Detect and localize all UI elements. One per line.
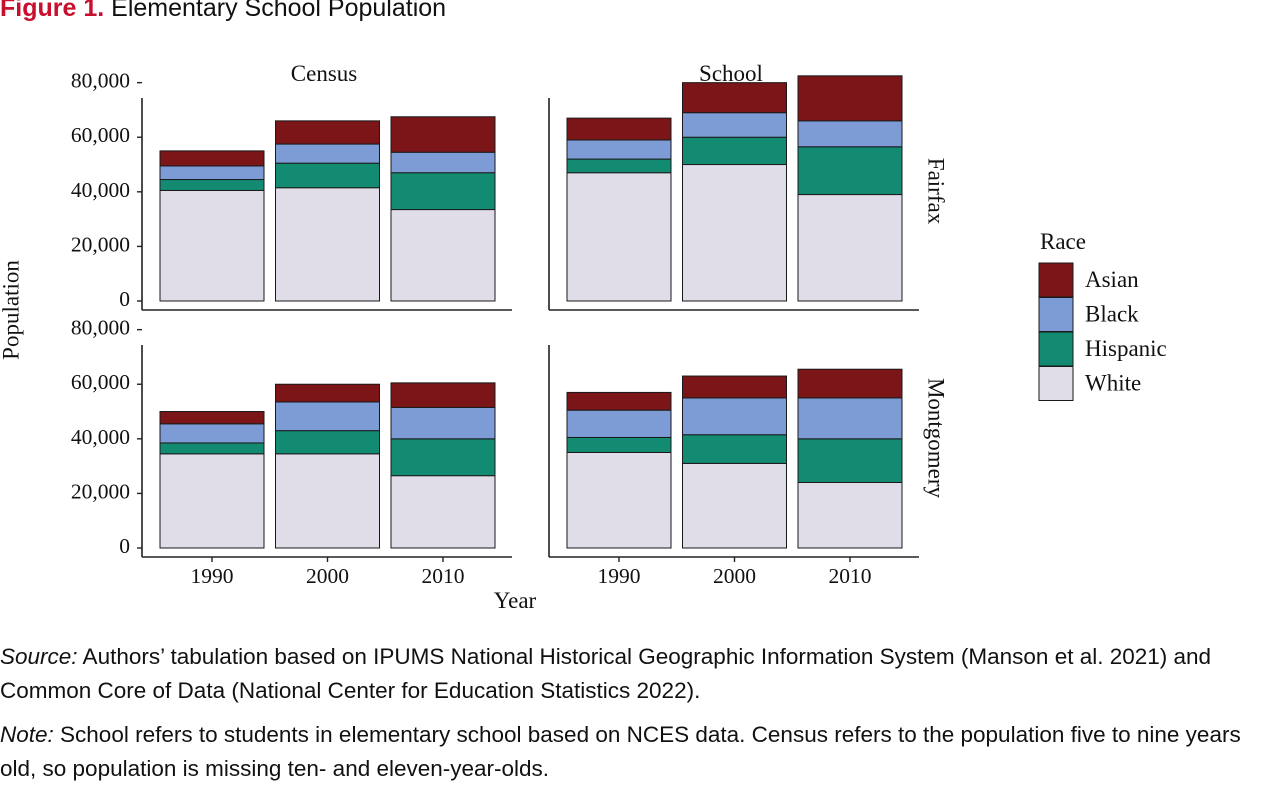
bar-segment-white [566, 451, 672, 549]
x-tick-label: 2010 [422, 564, 465, 588]
bar-segment-hispanic [159, 179, 265, 191]
legend-swatch-asian [1038, 262, 1074, 298]
x-tick-label: 2010 [829, 564, 872, 588]
x-tick-label: 2000 [306, 564, 349, 588]
bar-segment-black [797, 397, 903, 440]
legend-label-hispanic: Hispanic [1085, 336, 1167, 361]
bar-segment-hispanic [566, 158, 672, 174]
bar-segment-black [682, 397, 787, 436]
bar-segment-asian [682, 375, 787, 399]
bar-segment-asian [682, 82, 787, 114]
figure-label: Figure 1. [0, 0, 105, 22]
bar-segment-black [159, 423, 265, 444]
note-lead: Note: [0, 722, 54, 747]
source-note: Source: Authors’ tabulation based on IPU… [0, 640, 1272, 708]
bar-segment-hispanic [390, 172, 496, 211]
y-tick-label: 80,000 [71, 69, 130, 93]
bar-segment-asian [159, 411, 265, 425]
bar-segment-asian [275, 383, 380, 403]
bar-segment-black [275, 401, 380, 432]
bar-segment-white [390, 209, 496, 302]
bar-segment-hispanic [682, 434, 787, 464]
x-tick-label: 1990 [598, 564, 641, 588]
bar-segment-hispanic [390, 438, 496, 477]
bar-segment-black [159, 165, 265, 181]
y-tick-label: 0 [119, 287, 130, 311]
bar-segment-black [275, 143, 380, 164]
bar-segment-white [159, 453, 265, 549]
facet-column-label-census: Census [291, 61, 358, 86]
y-tick-label: 80,000 [71, 316, 130, 340]
bar-segment-white [682, 462, 787, 549]
bar-segment-white [797, 194, 903, 302]
facet-row-label-fairfax: Fairfax [924, 158, 949, 225]
y-tick-label: 40,000 [71, 425, 130, 449]
figure-title: Figure 1. Elementary School Population [0, 0, 446, 23]
y-tick-label: 40,000 [71, 178, 130, 202]
x-axis-title: Year [494, 588, 537, 613]
bar-segment-white [159, 189, 265, 302]
bar-segment-white [275, 453, 380, 549]
x-tick-label: 1990 [191, 564, 234, 588]
bar-segment-asian [566, 391, 672, 411]
bar-segment-white [390, 475, 496, 549]
y-tick-label: 20,000 [71, 232, 130, 256]
bar-segment-asian [566, 117, 672, 141]
legend-swatch-hispanic [1038, 331, 1074, 367]
bar-segment-white [682, 164, 787, 302]
y-tick-label: 20,000 [71, 479, 130, 503]
bar-segment-hispanic [159, 442, 265, 455]
bar-segment-asian [390, 116, 496, 153]
note-text-block: Note: School refers to students in eleme… [0, 718, 1272, 786]
bar-segment-black [566, 139, 672, 160]
bar-segment-asian [797, 75, 903, 122]
facet-column-label-school: School [699, 61, 763, 86]
legend-swatch-black [1038, 297, 1074, 332]
y-axis-title: Population [0, 260, 23, 360]
legend-label-white: White [1085, 371, 1141, 396]
bar-segment-hispanic [275, 162, 380, 189]
legend-title: Race [1040, 229, 1086, 254]
legend-label-asian: Asian [1085, 267, 1139, 292]
bar-segment-hispanic [566, 436, 672, 453]
bar-segment-black [390, 151, 496, 174]
note-text: School refers to students in elementary … [0, 722, 1241, 781]
y-tick-label: 60,000 [71, 370, 130, 394]
y-tick-label: 60,000 [71, 123, 130, 147]
bar-segment-asian [797, 368, 903, 399]
x-tick-label: 2000 [713, 564, 756, 588]
figure-title-text: Elementary School Population [111, 0, 447, 22]
bar-segment-asian [390, 382, 496, 408]
facet-row-label-montgomery: Montgomery [924, 378, 949, 499]
bar-segment-hispanic [797, 438, 903, 483]
bar-segment-asian [275, 120, 380, 145]
bar-segment-white [275, 187, 380, 302]
bar-segment-white [566, 172, 672, 302]
bar-segment-white [797, 481, 903, 549]
source-lead: Source: [0, 644, 78, 669]
bar-segment-black [390, 406, 496, 440]
source-text: Authors’ tabulation based on IPUMS Natio… [0, 644, 1212, 703]
bar-segment-hispanic [797, 146, 903, 196]
bar-segment-black [682, 112, 787, 138]
legend-label-black: Black [1085, 302, 1139, 327]
legend-swatch-white [1038, 366, 1074, 401]
bar-segment-black [797, 120, 903, 148]
bar-segment-black [566, 409, 672, 438]
bar-segment-asian [159, 150, 265, 167]
y-tick-label: 0 [119, 534, 130, 558]
bar-segment-hispanic [275, 430, 380, 455]
bar-segment-hispanic [682, 136, 787, 166]
